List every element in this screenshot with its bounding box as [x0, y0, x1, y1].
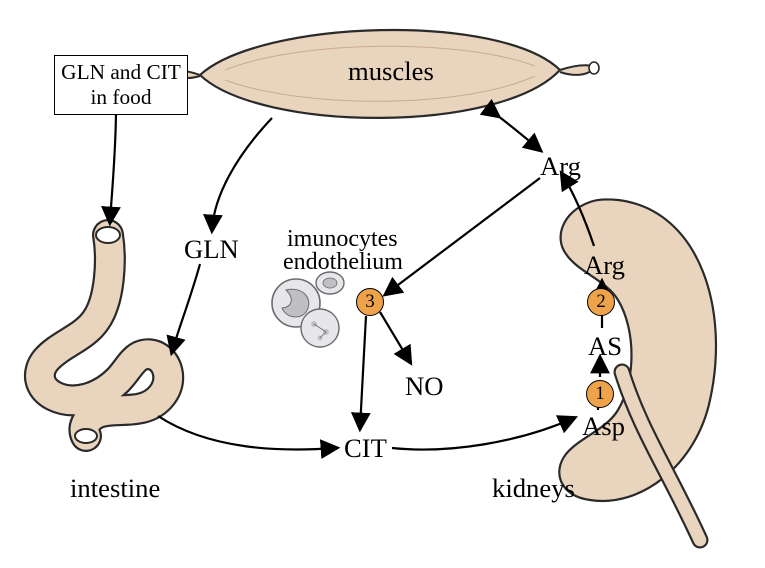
arrow-badge3-to-no: [380, 312, 410, 362]
badge-1: 1: [586, 380, 614, 408]
badge-2-text: 2: [596, 291, 605, 313]
label-no: NO: [405, 370, 444, 402]
food-source-box: GLN and CIT in food: [54, 55, 188, 115]
arrow-badge3-to-cit: [360, 316, 366, 428]
arrow-cit-to-kidney: [392, 418, 574, 450]
cells-shape: [272, 272, 344, 347]
label-intestine: intestine: [70, 472, 160, 504]
badge-3-text: 3: [365, 291, 374, 313]
arrow-muscles-to-gln: [212, 118, 272, 230]
label-as: AS: [588, 330, 622, 362]
food-line2: in food: [61, 85, 181, 110]
badge-1-text: 1: [595, 383, 604, 405]
arrow-intestine-to-cit: [158, 416, 336, 449]
label-arg-mid: Arg: [584, 249, 625, 281]
arrows-layer: [110, 108, 602, 450]
label-asp: Asp: [582, 410, 625, 442]
diagram-stage: GLN and CIT in food muscles Arg GLN imun…: [0, 0, 765, 568]
intestine-shape: [40, 227, 168, 443]
arrow-arg-to-badge3: [386, 178, 540, 294]
kidney-shape: [559, 199, 716, 540]
food-line1: GLN and CIT: [61, 60, 181, 85]
arrow-food-to-intestine: [110, 108, 116, 222]
label-kidneys: kidneys: [492, 472, 575, 504]
label-cit: CIT: [344, 432, 387, 464]
arrow-gln-to-intestine: [172, 264, 200, 352]
label-muscles: muscles: [348, 55, 434, 87]
label-arg-top: Arg: [540, 150, 581, 182]
badge-2: 2: [587, 288, 615, 316]
label-endothelium: endothelium: [283, 248, 403, 277]
badge-3: 3: [356, 288, 384, 316]
label-gln: GLN: [184, 233, 239, 265]
arrow-muscles-arg-double: [498, 116, 540, 150]
